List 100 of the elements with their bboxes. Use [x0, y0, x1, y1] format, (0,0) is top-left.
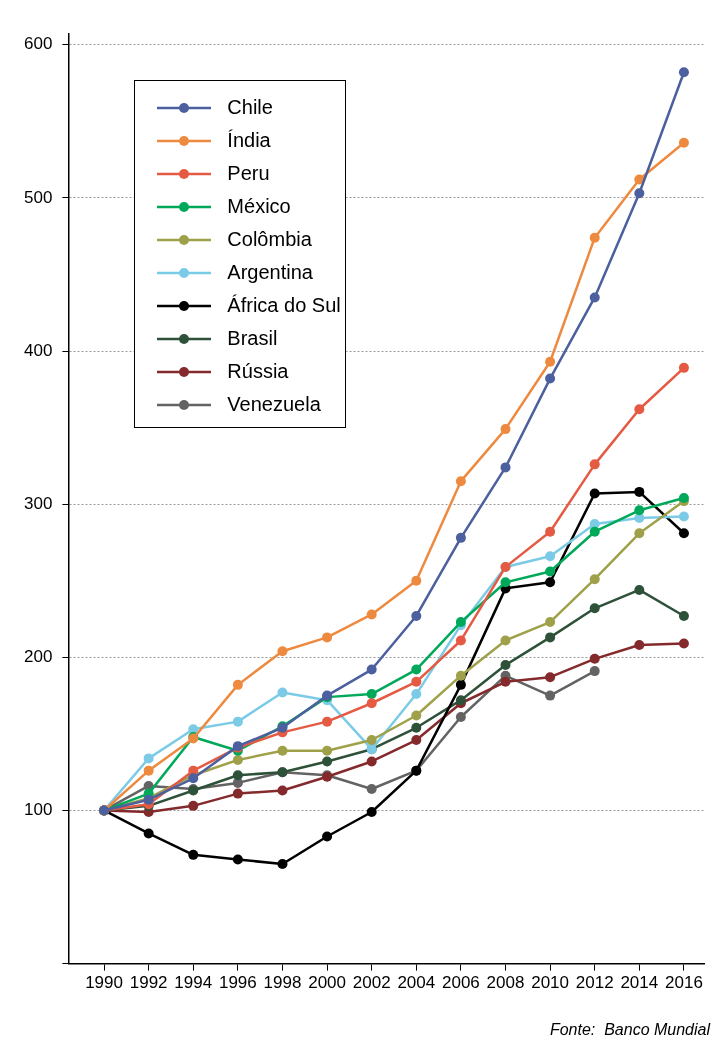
- point: [589, 292, 600, 303]
- point: [634, 404, 645, 415]
- point: [545, 690, 556, 701]
- point: [411, 610, 422, 621]
- point: [678, 638, 689, 649]
- point: [455, 679, 466, 690]
- point: [411, 710, 422, 721]
- point: [366, 806, 377, 817]
- legend-label: Venezuela: [227, 393, 321, 416]
- point: [322, 831, 333, 842]
- point: [589, 488, 600, 499]
- point: [545, 356, 556, 367]
- point: [500, 462, 511, 473]
- point: [455, 670, 466, 681]
- point: [589, 574, 600, 585]
- x-tick-label: 2002: [352, 973, 391, 993]
- point: [589, 666, 600, 677]
- point: [188, 800, 199, 811]
- point: [634, 486, 645, 497]
- point: [455, 532, 466, 543]
- point: [634, 640, 645, 651]
- point: [455, 476, 466, 487]
- point: [277, 646, 288, 657]
- point: [411, 722, 422, 733]
- source-note: Fonte: Banco Mundial: [549, 1021, 711, 1038]
- point: [411, 575, 422, 586]
- point: [277, 785, 288, 796]
- point: [366, 698, 377, 709]
- x-tick-label: 2000: [308, 973, 346, 993]
- point: [634, 528, 645, 539]
- legend-label: Colômbia: [227, 228, 312, 251]
- point: [589, 603, 600, 614]
- point: [634, 505, 645, 516]
- y-tick-label: 600: [23, 34, 53, 54]
- point: [411, 676, 422, 687]
- point: [678, 362, 689, 373]
- point: [455, 635, 466, 646]
- point: [188, 849, 199, 860]
- point: [366, 689, 377, 700]
- point: [455, 712, 466, 723]
- x-tick-label: 2012: [575, 973, 614, 993]
- point: [366, 784, 377, 795]
- point: [143, 765, 154, 776]
- point: [232, 770, 243, 781]
- x-tick-label: 1992: [129, 973, 168, 993]
- point: [322, 756, 333, 767]
- legend-label: Peru: [227, 162, 270, 185]
- point: [500, 577, 511, 588]
- point: [545, 566, 556, 577]
- point: [411, 664, 422, 675]
- point: [322, 745, 333, 756]
- point: [589, 459, 600, 470]
- point: [545, 373, 556, 384]
- legend-label: Chile: [227, 96, 273, 119]
- legend-label: Índia: [227, 129, 271, 152]
- point: [232, 788, 243, 799]
- point: [366, 735, 377, 746]
- point: [500, 676, 511, 687]
- point: [277, 687, 288, 698]
- point: [366, 609, 377, 620]
- point: [545, 672, 556, 683]
- y-tick-label: 500: [23, 187, 53, 207]
- x-tick-label: 2014: [620, 973, 659, 993]
- x-tick-label: 1990: [85, 973, 123, 993]
- point: [366, 664, 377, 675]
- point: [678, 137, 689, 148]
- point: [277, 859, 288, 870]
- point: [411, 689, 422, 700]
- point: [678, 67, 689, 78]
- point: [143, 753, 154, 764]
- y-tick-label: 200: [23, 646, 53, 666]
- x-tick-label: 2006: [441, 973, 480, 993]
- point: [678, 528, 689, 539]
- point: [678, 511, 689, 522]
- point: [500, 424, 511, 435]
- point: [500, 659, 511, 670]
- legend-label: África do Sul: [227, 294, 341, 317]
- point: [545, 526, 556, 537]
- point: [322, 632, 333, 643]
- point: [545, 632, 556, 643]
- point: [545, 551, 556, 562]
- point: [589, 232, 600, 243]
- point: [545, 577, 556, 588]
- point: [232, 679, 243, 690]
- point: [143, 828, 154, 839]
- point: [678, 610, 689, 621]
- legend-label: Argentina: [227, 261, 313, 284]
- point: [500, 635, 511, 646]
- point: [366, 756, 377, 767]
- point: [545, 617, 556, 628]
- y-tick-label: 100: [23, 800, 53, 820]
- point: [322, 716, 333, 727]
- y-tick-label: 300: [23, 493, 53, 513]
- point: [634, 188, 645, 199]
- point: [232, 716, 243, 727]
- point: [634, 584, 645, 595]
- point: [411, 735, 422, 746]
- x-tick-label: 2010: [531, 973, 570, 993]
- x-tick-label: 2008: [486, 973, 525, 993]
- x-tick-label: 1996: [218, 973, 257, 993]
